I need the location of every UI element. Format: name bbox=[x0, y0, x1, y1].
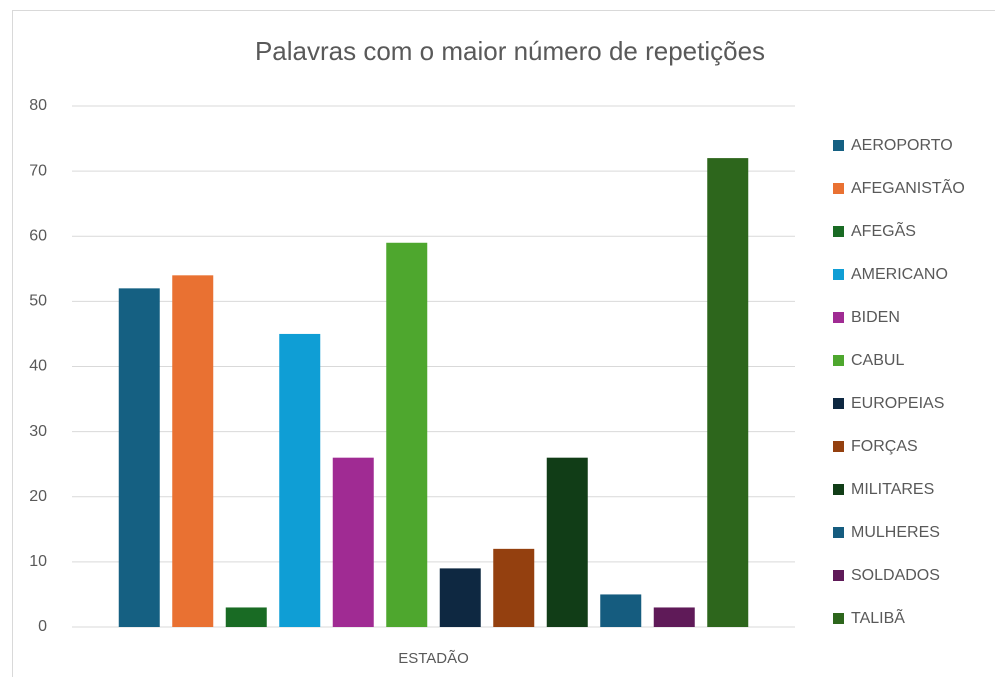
y-tick-label: 0 bbox=[38, 618, 47, 635]
bar bbox=[439, 568, 481, 627]
legend-label: EUROPEIAS bbox=[851, 395, 944, 412]
bar bbox=[707, 158, 749, 627]
bar bbox=[600, 594, 642, 627]
legend-label: AFEGÃS bbox=[851, 220, 916, 240]
bar bbox=[118, 288, 160, 627]
legend-swatch bbox=[833, 613, 844, 624]
legend-label: TALIBÃ bbox=[851, 607, 905, 627]
legend-label: BIDEN bbox=[851, 309, 900, 326]
bar bbox=[493, 548, 535, 627]
bar bbox=[172, 275, 214, 627]
legend-swatch bbox=[833, 527, 844, 538]
legend-swatch bbox=[833, 398, 844, 409]
legend-swatch bbox=[833, 140, 844, 151]
bar bbox=[546, 457, 588, 627]
bar bbox=[279, 333, 321, 627]
legend-label: FORÇAS bbox=[851, 438, 918, 455]
y-tick-label: 80 bbox=[29, 97, 47, 114]
y-tick-label: 10 bbox=[29, 553, 47, 570]
legend-swatch bbox=[833, 484, 844, 495]
legend-swatch bbox=[833, 269, 844, 280]
legend-label: AEROPORTO bbox=[851, 137, 953, 154]
legend-swatch bbox=[833, 355, 844, 366]
bar bbox=[386, 242, 428, 627]
legend-swatch bbox=[833, 570, 844, 581]
y-tick-label: 70 bbox=[29, 162, 47, 179]
legend-label: CABUL bbox=[851, 352, 904, 369]
bar bbox=[225, 607, 267, 627]
legend-label: MULHERES bbox=[851, 524, 940, 541]
x-tick-label: ESTADÃO bbox=[398, 650, 469, 667]
legend-label: AFEGANISTÃO bbox=[851, 177, 965, 197]
legend-label: SOLDADOS bbox=[851, 567, 940, 584]
y-tick-label: 20 bbox=[29, 488, 47, 505]
y-tick-label: 40 bbox=[29, 358, 47, 375]
legend-swatch bbox=[833, 226, 844, 237]
legend-swatch bbox=[833, 312, 844, 323]
legend-label: AMERICANO bbox=[851, 266, 948, 283]
chart-title: Palavras com o maior número de repetiçõe… bbox=[255, 36, 765, 66]
legend-swatch bbox=[833, 441, 844, 452]
legend-label: MILITARES bbox=[851, 481, 934, 498]
bar bbox=[332, 457, 374, 627]
y-tick-label: 30 bbox=[29, 423, 47, 440]
y-tick-label: 60 bbox=[29, 227, 47, 244]
y-tick-label: 50 bbox=[29, 293, 47, 310]
bar bbox=[653, 607, 695, 627]
legend-swatch bbox=[833, 183, 844, 194]
